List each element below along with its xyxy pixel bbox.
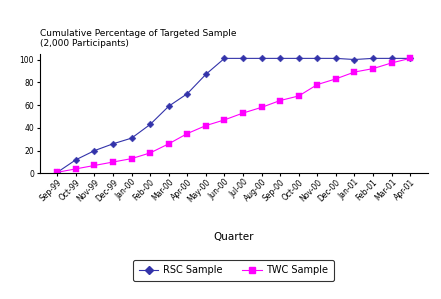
RSC Sample bbox=[203, 73, 209, 76]
TWC Sample bbox=[407, 57, 413, 60]
RSC Sample bbox=[129, 136, 134, 140]
TWC Sample bbox=[92, 164, 97, 167]
TWC Sample bbox=[240, 111, 246, 115]
TWC Sample bbox=[73, 167, 78, 171]
RSC Sample bbox=[110, 142, 116, 146]
TWC Sample bbox=[129, 157, 134, 160]
Line: TWC Sample: TWC Sample bbox=[55, 56, 413, 175]
TWC Sample bbox=[55, 170, 60, 174]
TWC Sample bbox=[259, 106, 264, 109]
TWC Sample bbox=[222, 118, 227, 122]
Text: Cumulative Percentage of Targeted Sample
(2,000 Participants): Cumulative Percentage of Targeted Sample… bbox=[40, 29, 236, 48]
RSC Sample bbox=[92, 149, 97, 152]
X-axis label: Quarter: Quarter bbox=[213, 232, 254, 242]
RSC Sample bbox=[148, 123, 153, 126]
Legend: RSC Sample, TWC Sample: RSC Sample, TWC Sample bbox=[133, 260, 334, 281]
TWC Sample bbox=[314, 83, 320, 86]
RSC Sample bbox=[259, 57, 264, 60]
TWC Sample bbox=[277, 99, 283, 102]
TWC Sample bbox=[389, 61, 394, 65]
RSC Sample bbox=[389, 57, 394, 60]
TWC Sample bbox=[203, 124, 209, 127]
TWC Sample bbox=[333, 77, 339, 81]
Line: RSC Sample: RSC Sample bbox=[55, 56, 413, 175]
RSC Sample bbox=[277, 57, 283, 60]
RSC Sample bbox=[352, 58, 357, 61]
RSC Sample bbox=[296, 57, 301, 60]
RSC Sample bbox=[73, 158, 78, 161]
RSC Sample bbox=[240, 57, 246, 60]
RSC Sample bbox=[185, 92, 190, 95]
RSC Sample bbox=[55, 170, 60, 174]
TWC Sample bbox=[166, 142, 172, 146]
RSC Sample bbox=[222, 57, 227, 60]
TWC Sample bbox=[185, 132, 190, 135]
TWC Sample bbox=[352, 70, 357, 74]
RSC Sample bbox=[314, 57, 320, 60]
TWC Sample bbox=[110, 160, 116, 164]
RSC Sample bbox=[407, 57, 413, 60]
RSC Sample bbox=[166, 104, 172, 108]
TWC Sample bbox=[148, 151, 153, 155]
RSC Sample bbox=[370, 57, 376, 60]
TWC Sample bbox=[370, 67, 376, 71]
TWC Sample bbox=[296, 94, 301, 98]
RSC Sample bbox=[333, 57, 339, 60]
